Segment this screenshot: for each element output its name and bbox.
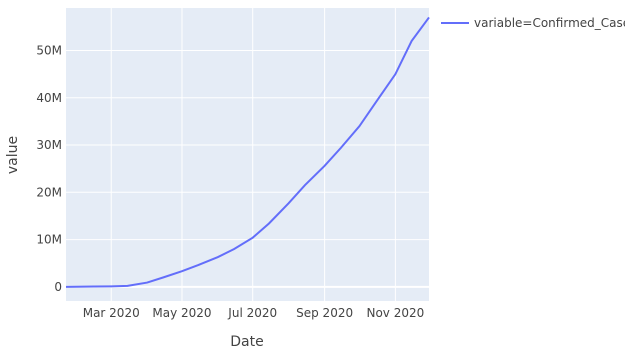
x-tick-label: Mar 2020 bbox=[83, 306, 140, 320]
y-tick-label: 10M bbox=[36, 233, 62, 247]
y-tick-label: 40M bbox=[36, 91, 62, 105]
y-tick-label: 50M bbox=[36, 44, 62, 58]
plot-area[interactable] bbox=[66, 8, 429, 301]
legend[interactable]: variable=Confirmed_Cases bbox=[441, 16, 625, 30]
x-tick-labels: Mar 2020 May 2020 Jul 2020 Sep 2020 Nov 2020 bbox=[83, 306, 425, 320]
x-tick-label: Sep 2020 bbox=[296, 306, 353, 320]
y-tick-labels: 0 10M 20M 30M 40M 50M bbox=[36, 44, 62, 294]
x-tick-label: Jul 2020 bbox=[227, 306, 277, 320]
y-tick-label: 0 bbox=[54, 280, 62, 294]
series-line-confirmed-cases[interactable] bbox=[65, 16, 430, 288]
y-axis-title: value bbox=[5, 136, 21, 174]
x-tick-label: May 2020 bbox=[152, 306, 211, 320]
gridlines bbox=[66, 8, 429, 301]
x-tick-label: Nov 2020 bbox=[366, 306, 424, 320]
y-tick-label: 30M bbox=[36, 138, 62, 152]
legend-label: variable=Confirmed_Cases bbox=[474, 16, 625, 30]
y-tick-label: 20M bbox=[36, 185, 62, 199]
x-axis-title: Date bbox=[230, 334, 263, 350]
